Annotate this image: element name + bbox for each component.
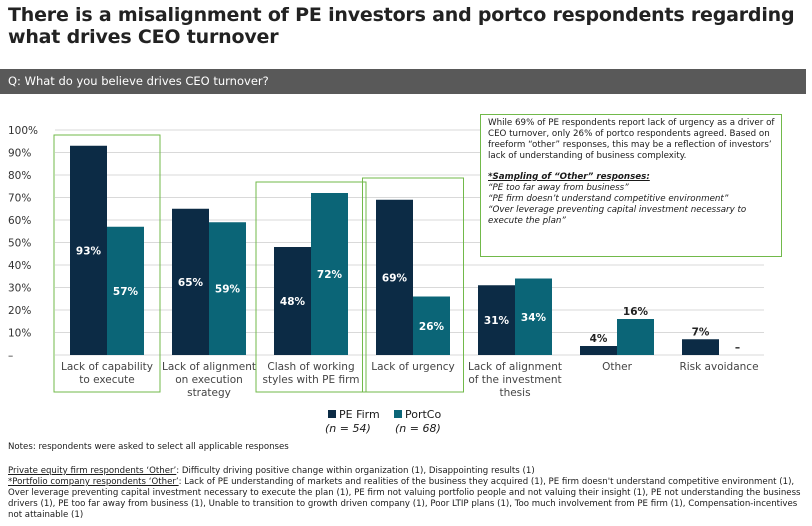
quote-2: “PE firm doesn’t understand competitive … <box>488 194 729 204</box>
notes: Notes: respondents were asked to select … <box>8 442 289 452</box>
highlight-box <box>53 134 161 393</box>
category-label: thesis <box>499 387 530 399</box>
footnote-portco-text: : Lack of PE understanding of markets an… <box>8 477 801 520</box>
bar-pe <box>70 145 107 355</box>
bar-pe <box>376 199 413 355</box>
bar-pe <box>682 339 719 355</box>
data-label-portco: 72% <box>317 269 343 281</box>
y-tick-label: 60% <box>8 215 31 227</box>
highlight-box <box>255 181 367 393</box>
data-label-pe: 7% <box>692 326 710 338</box>
question-bar: Q: What do you believe drives CEO turnov… <box>0 69 806 94</box>
insight-callout: While 69% of PE respondents report lack … <box>480 114 782 257</box>
bar-portco <box>107 226 144 355</box>
legend-n-pe: (n = 54) <box>325 422 371 435</box>
quote-3: “Over leverage preventing capital invest… <box>488 205 747 226</box>
legend-swatch-pe <box>328 410 336 418</box>
category-label: Clash of working <box>267 361 354 373</box>
y-tick-label: 20% <box>8 305 31 317</box>
y-tick-label: 80% <box>8 170 31 182</box>
data-label-portco: 26% <box>419 321 445 333</box>
y-tick-label: 40% <box>8 260 31 272</box>
data-label-pe: 65% <box>178 277 204 289</box>
sampling-heading: *Sampling of “Other” responses: <box>488 172 650 182</box>
category-label: strategy <box>187 387 231 399</box>
y-tick-label: 50% <box>8 238 31 250</box>
data-label-portco: – <box>735 342 740 354</box>
data-label-portco: 57% <box>113 286 139 298</box>
question-text: Q: What do you believe drives CEO turnov… <box>8 74 269 88</box>
category-label: Lack of alignment <box>162 361 256 373</box>
bar-pe <box>172 208 209 355</box>
data-label-portco: 16% <box>623 306 649 318</box>
data-label-portco: 34% <box>521 312 547 324</box>
footnote-pe-text: : Difficulty driving positive change wit… <box>176 466 535 476</box>
category-label: Lack of capability <box>61 361 153 373</box>
data-label-pe: 4% <box>590 333 608 345</box>
bar-portco <box>311 193 348 355</box>
category-label: Other <box>602 361 632 373</box>
bar-pe <box>274 247 311 355</box>
category-label: styles with PE firm <box>263 374 360 386</box>
legend-item-pe: PE Firm <box>328 408 380 421</box>
y-tick-label: – <box>8 350 13 362</box>
legend-swatch-portco <box>394 410 402 418</box>
bar-portco <box>413 296 450 355</box>
y-tick-label: 30% <box>8 283 31 295</box>
highlight-box <box>362 177 464 393</box>
y-tick-label: 90% <box>8 148 31 160</box>
data-label-pe: 69% <box>382 272 408 284</box>
data-label-portco: 59% <box>215 284 241 296</box>
footnote-portco: *Portfolio company respondents ‘Other’: … <box>8 477 808 521</box>
category-label: Risk avoidance <box>679 361 758 373</box>
bar-portco <box>617 319 654 355</box>
legend-label-portco: PortCo <box>405 408 442 421</box>
bar-portco <box>209 222 246 355</box>
footnotes: Private equity firm respondents ‘Other’:… <box>8 466 808 521</box>
category-label: of the investment <box>468 374 561 386</box>
quote-1: “PE too far away from business” <box>488 183 629 193</box>
bar-pe <box>580 346 617 355</box>
bar-pe <box>478 285 515 355</box>
legend-n-portco: (n = 68) <box>395 422 441 435</box>
page-title: There is a misalignment of PE investors … <box>8 4 795 48</box>
category-label: on execution <box>175 374 243 386</box>
y-tick-label: 70% <box>8 193 31 205</box>
y-tick-label: 100% <box>8 125 38 137</box>
category-label: Lack of urgency <box>371 361 455 373</box>
footnote-pe: Private equity firm respondents ‘Other’:… <box>8 466 808 477</box>
category-label: to execute <box>79 374 135 386</box>
bar-chart: 100% 90% 80% 70% 60% 50% 40% 30% 20% 10% – 93% 57% La… <box>8 125 764 399</box>
footnote-portco-label: *Portfolio company respondents ‘Other’ <box>8 477 179 487</box>
bar-portco <box>515 278 552 355</box>
callout-text: While 69% of PE respondents report lack … <box>488 118 775 161</box>
data-label-pe: 48% <box>280 296 306 308</box>
data-label-pe: 31% <box>484 315 510 327</box>
legend-item-portco: PortCo <box>394 408 441 421</box>
footnote-pe-label: Private equity firm respondents ‘Other’ <box>8 466 177 476</box>
data-label-pe: 93% <box>76 245 102 257</box>
category-label: Lack of alignment <box>468 361 562 373</box>
legend-label-pe: PE Firm <box>339 408 380 421</box>
y-tick-label: 10% <box>8 328 31 340</box>
